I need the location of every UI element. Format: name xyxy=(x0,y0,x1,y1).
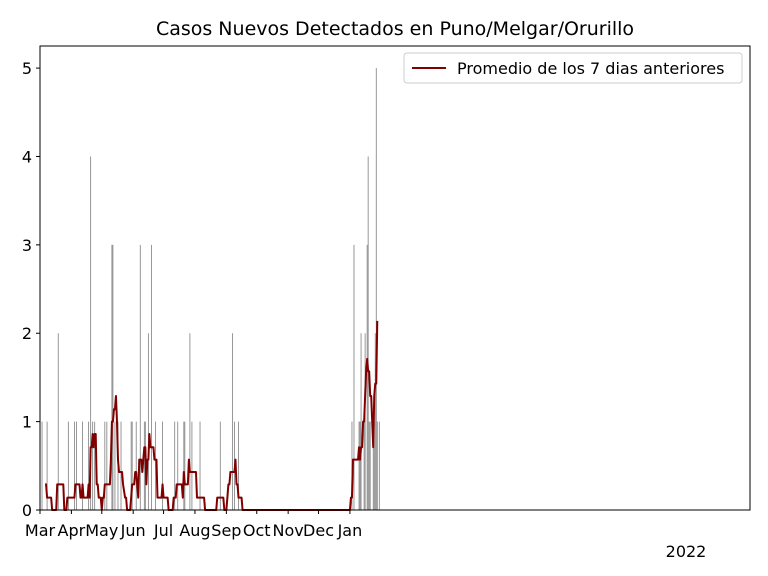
bar xyxy=(90,156,92,511)
x-tick-label: Sep xyxy=(211,521,241,540)
x-tick-label: Jan xyxy=(337,521,363,540)
bar xyxy=(88,421,90,510)
x-year-label: 2022 xyxy=(666,542,707,561)
x-tick-label: Mar xyxy=(25,521,56,540)
bar xyxy=(375,68,377,510)
bar xyxy=(358,421,360,510)
y-tick-label: 5 xyxy=(22,59,32,78)
y-tick-label: 0 xyxy=(22,501,32,520)
legend: Promedio de los 7 dias anteriores xyxy=(403,52,743,84)
legend-box xyxy=(403,52,743,84)
bar xyxy=(76,421,77,510)
bar xyxy=(363,421,365,510)
chart-title: Casos Nuevos Detectados en Puno/Melgar/O… xyxy=(156,18,634,40)
bar xyxy=(120,421,122,510)
bar xyxy=(139,244,141,511)
x-tick-label: Oct xyxy=(243,521,271,540)
bar xyxy=(219,421,221,510)
legend-label: Promedio de los 7 dias anteriores xyxy=(457,59,724,78)
y-axis: 0 1 2 3 4 5 xyxy=(22,59,40,520)
x-axis: Mar Apr May Jun Jul Aug Sep Oct Nov Dec Jan xyxy=(25,510,362,540)
x-tick-label: Nov xyxy=(273,521,304,540)
bar xyxy=(366,244,368,511)
bar xyxy=(104,421,106,510)
bar xyxy=(359,421,361,510)
bar xyxy=(367,156,369,511)
bar xyxy=(353,244,355,511)
x-tick-label: Dec xyxy=(303,521,334,540)
y-tick-label: 1 xyxy=(22,413,32,432)
bar xyxy=(232,333,233,510)
bar xyxy=(82,421,83,510)
bar xyxy=(199,421,201,510)
bar xyxy=(360,333,362,510)
bar xyxy=(374,333,376,510)
bar xyxy=(372,421,374,510)
bar xyxy=(373,421,375,510)
bar xyxy=(368,421,370,510)
bar xyxy=(177,421,179,510)
bar xyxy=(130,421,132,510)
bar xyxy=(41,421,43,510)
x-tick-label: Apr xyxy=(58,521,86,540)
bar xyxy=(376,421,378,510)
bar xyxy=(147,333,149,510)
x-tick-label: Aug xyxy=(179,521,210,540)
bar xyxy=(364,333,366,510)
x-tick-label: Jun xyxy=(120,521,146,540)
bar xyxy=(183,421,185,510)
bar xyxy=(151,244,152,511)
bar xyxy=(67,421,69,510)
bar xyxy=(106,421,108,510)
bar xyxy=(184,421,186,510)
bar xyxy=(92,421,94,510)
plot-frame xyxy=(39,45,751,511)
x-tick-label: Jul xyxy=(153,521,173,540)
bar xyxy=(143,421,145,510)
bar xyxy=(369,421,371,510)
y-tick-label: 4 xyxy=(22,147,32,166)
y-tick-label: 2 xyxy=(22,324,32,343)
bar xyxy=(155,421,156,510)
bar xyxy=(174,421,176,510)
bar xyxy=(114,421,116,510)
bar xyxy=(112,244,114,511)
bar xyxy=(74,421,75,510)
bar xyxy=(57,333,59,510)
bar xyxy=(135,421,137,510)
bar xyxy=(191,421,193,510)
bar xyxy=(238,421,239,510)
bar xyxy=(111,244,113,511)
bar xyxy=(189,333,191,510)
bar xyxy=(162,421,163,510)
bar xyxy=(94,421,96,510)
x-tick-label: May xyxy=(85,521,118,540)
bar xyxy=(378,421,380,510)
bar xyxy=(131,421,133,510)
y-tick-label: 3 xyxy=(22,236,32,255)
bar xyxy=(46,421,48,510)
